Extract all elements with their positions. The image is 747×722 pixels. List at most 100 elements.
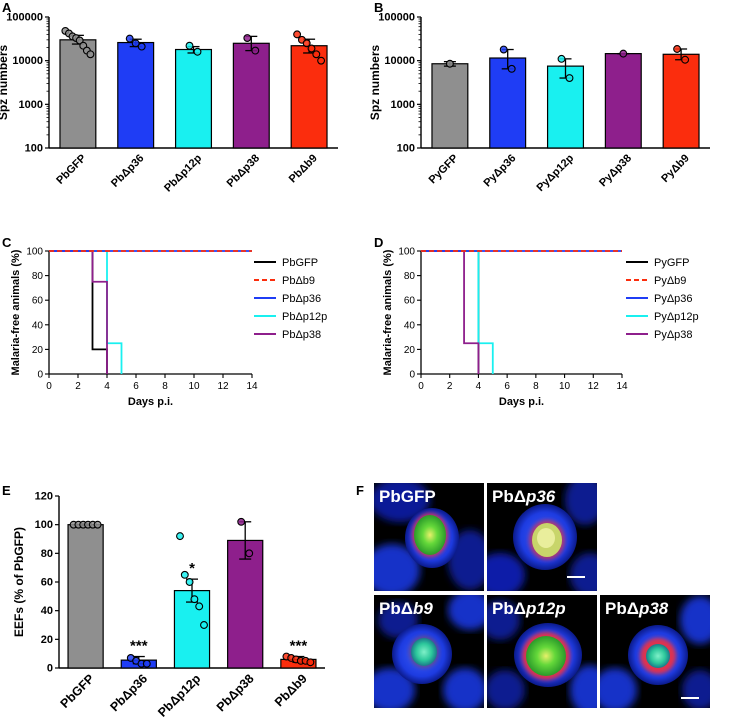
x-tick-label: 8 <box>162 381 168 392</box>
y-axis-title: Malaria-free animals (%) <box>10 249 22 375</box>
x-tick-label: PyΔb9 <box>659 152 692 185</box>
x-tick-label: PbΔp12p <box>155 671 203 719</box>
micrograph-label-p36: PbΔp36 <box>492 487 556 506</box>
y-tick-label: 80 <box>32 271 44 282</box>
x-tick-label: PbΔp38 <box>225 152 262 189</box>
y-tick-label: 10000 <box>384 55 415 67</box>
panel-label-e: E <box>2 483 11 498</box>
y-tick-label: 100000 <box>378 12 415 24</box>
y-tick-label: 100 <box>25 143 43 155</box>
micrograph-p36: PbΔp36 <box>487 483 597 591</box>
x-tick-label: 2 <box>447 381 453 392</box>
legend-label: PyΔp38 <box>654 329 693 341</box>
data-point <box>681 55 690 64</box>
bar <box>174 48 213 149</box>
x-tick-label: PbGFP <box>54 152 88 186</box>
micrograph-label-p38: PbΔp38 <box>605 599 669 618</box>
x-tick-label: PbΔp38 <box>214 671 257 714</box>
micrograph-label-p12p: PbΔp12p <box>492 599 566 618</box>
series-line-PyGFP <box>421 250 480 374</box>
y-tick-label: 40 <box>32 320 44 331</box>
y-tick-label: 60 <box>32 296 44 307</box>
legend-label: PyΔp36 <box>654 293 693 305</box>
y-tick-label: 100000 <box>6 12 43 24</box>
data-point <box>245 549 254 558</box>
y-tick-label: 60 <box>404 296 416 307</box>
panel-f-micrographs: PbGFP PbΔp36 <box>374 483 710 708</box>
data-point <box>200 621 208 629</box>
x-tick-label: 8 <box>533 381 539 392</box>
x-tick-label: PbΔp36 <box>109 152 146 189</box>
x-tick-label: 4 <box>104 381 110 392</box>
data-point <box>243 34 252 42</box>
data-point <box>499 45 508 54</box>
data-point <box>137 42 146 51</box>
x-tick-label: PyΔp38 <box>597 152 634 189</box>
y-tick-label: 40 <box>404 320 416 331</box>
y-tick-label: 100 <box>398 247 415 258</box>
bar <box>232 42 270 149</box>
y-tick-label: 100 <box>26 247 43 258</box>
data-point <box>195 602 204 611</box>
legend-label: PbGFP <box>282 257 318 269</box>
micrograph-b9: PbΔb9 <box>374 595 484 708</box>
data-point <box>317 56 326 65</box>
significance-label: * <box>189 560 195 577</box>
legend-label: PyΔp12p <box>654 311 699 323</box>
bar <box>489 57 527 149</box>
data-point <box>142 659 151 668</box>
micrograph-label-pbgfp: PbGFP <box>379 487 436 506</box>
x-tick-label: 2 <box>75 381 81 392</box>
x-tick-label: 10 <box>559 381 571 392</box>
data-point <box>306 658 315 667</box>
bar <box>173 589 211 669</box>
x-tick-label: PyΔp36 <box>481 152 518 189</box>
panel-label-c: C <box>2 235 12 250</box>
y-tick-label: 1000 <box>391 99 415 111</box>
micrograph-pbgfp: PbGFP <box>374 483 484 591</box>
x-tick-label: PbGFP <box>58 672 97 711</box>
data-point <box>557 54 566 63</box>
data-point <box>185 578 194 586</box>
data-point <box>93 520 102 529</box>
x-tick-label: 0 <box>46 381 52 392</box>
y-axis-title: Spz numbers <box>0 45 10 121</box>
y-tick-label: 0 <box>37 370 43 381</box>
y-tick-label: 100 <box>397 143 415 155</box>
data-point <box>307 44 316 53</box>
data-point <box>185 41 194 50</box>
series-line-PbΔp12p <box>49 250 123 374</box>
y-tick-label: 100 <box>35 519 53 531</box>
data-point <box>86 50 95 59</box>
x-tick-label: PyGFP <box>427 152 461 186</box>
series-line-PyΔp12p <box>421 250 494 374</box>
data-point <box>565 74 574 82</box>
legend-label: PyGFP <box>654 257 689 269</box>
x-tick-label: PbΔp12p <box>162 152 204 194</box>
data-point <box>176 532 184 541</box>
data-point <box>619 49 628 58</box>
legend-label: PbΔp38 <box>282 329 321 341</box>
micrograph-label-b9: PbΔb9 <box>379 599 433 618</box>
y-tick-label: 80 <box>41 548 53 560</box>
panel-label-a: A <box>2 0 12 15</box>
data-point <box>237 517 246 526</box>
series-line-PbΔp38 <box>49 250 108 374</box>
panel-label-d: D <box>374 235 383 250</box>
scale-bar-bottom <box>681 697 699 699</box>
data-point <box>180 570 189 579</box>
x-axis-title: Days p.i. <box>128 396 173 408</box>
y-tick-label: 1000 <box>19 99 43 111</box>
data-point <box>312 50 321 59</box>
y-tick-label: 20 <box>41 634 53 646</box>
significance-label: *** <box>130 638 148 655</box>
x-tick-label: 10 <box>188 381 200 392</box>
x-tick-label: 6 <box>504 381 510 392</box>
y-tick-label: 0 <box>47 663 53 675</box>
panel-label-f: F <box>356 483 364 498</box>
data-point <box>190 595 199 604</box>
y-axis-title: Spz numbers <box>368 45 382 121</box>
panel-label-b: B <box>374 0 383 15</box>
